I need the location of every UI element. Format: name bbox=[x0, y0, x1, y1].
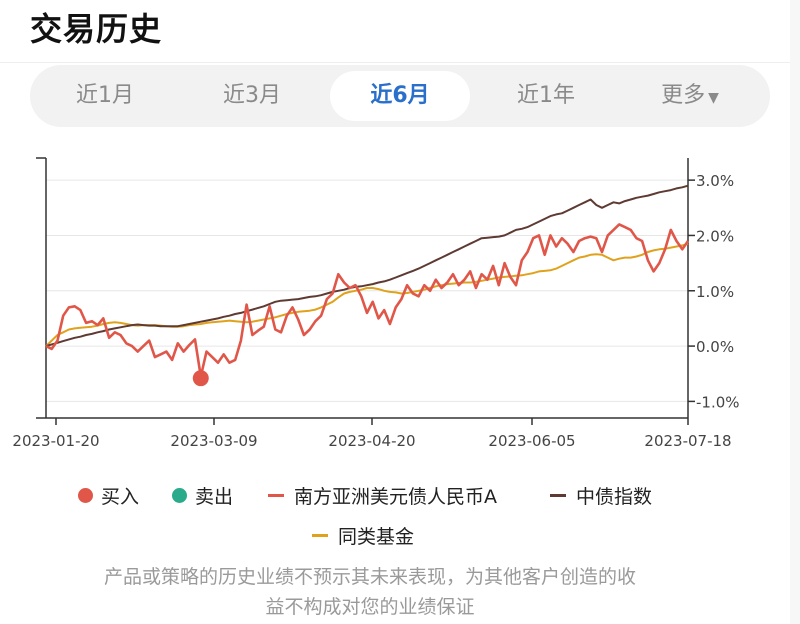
peer-series-line bbox=[45, 242, 689, 347]
y-tick-label: 3.0% bbox=[696, 172, 734, 190]
legend-sell: 卖出 bbox=[172, 482, 233, 509]
tab-1-year[interactable]: 近1年 bbox=[517, 83, 575, 108]
legend-sell-label: 卖出 bbox=[195, 486, 234, 508]
x-tick-label: 2023-04-20 bbox=[328, 432, 415, 450]
legend-fund-label: 南方亚洲美元债人民币A bbox=[294, 486, 497, 508]
legend-index-label: 中债指数 bbox=[576, 486, 653, 508]
legend-buy: 买入 bbox=[78, 482, 139, 509]
peer-line-icon bbox=[312, 534, 328, 537]
y-tick-label: -1.0% bbox=[696, 393, 740, 411]
scroll-edge bbox=[790, 0, 800, 624]
disclaimer: 产品或策略的历史业绩不预示其未来表现，为其他客户创造的收 益不构成对您的业绩保证 bbox=[40, 562, 700, 622]
index-line-icon bbox=[550, 494, 566, 497]
performance-chart: 3.0% 2.0% 1.0% 0.0% -1.0% 2023-01-20 2023-03-0… bbox=[0, 140, 800, 470]
legend-index: 中债指数 bbox=[550, 482, 652, 509]
caret-down-icon: ▼ bbox=[708, 90, 719, 106]
x-tick-label: 2023-07-18 bbox=[644, 432, 731, 450]
buy-dot-icon bbox=[78, 488, 93, 503]
x-tick-label: 2023-06-05 bbox=[488, 432, 575, 450]
header-divider bbox=[0, 62, 800, 63]
tab-more-label: 更多 bbox=[661, 83, 706, 108]
sell-dot-icon bbox=[172, 488, 187, 503]
y-tick-label: 1.0% bbox=[696, 283, 734, 301]
fund-line-icon bbox=[268, 494, 284, 497]
tab-1-month[interactable]: 近1月 bbox=[76, 83, 134, 108]
page-title: 交易历史 bbox=[30, 10, 163, 48]
tab-more[interactable]: 更多 ▼ bbox=[630, 71, 750, 121]
disclaimer-line-1: 产品或策略的历史业绩不预示其未来表现，为其他客户创造的收 bbox=[103, 566, 636, 588]
buy-marker bbox=[192, 370, 209, 387]
legend-buy-label: 买入 bbox=[101, 486, 140, 508]
fund-series-line bbox=[45, 223, 690, 378]
chart-svg: 3.0% 2.0% 1.0% 0.0% -1.0% 2023-01-20 2023-03-0… bbox=[12, 157, 740, 450]
legend-peer-label: 同类基金 bbox=[338, 526, 415, 548]
x-tick-label: 2023-01-20 bbox=[12, 432, 99, 450]
legend-peer: 同类基金 bbox=[312, 522, 414, 549]
index-series-line bbox=[45, 184, 689, 348]
y-tick-label: 2.0% bbox=[696, 227, 734, 245]
legend-fund: 南方亚洲美元债人民币A bbox=[268, 482, 497, 509]
tab-6-month[interactable]: 近6月 bbox=[330, 71, 470, 121]
period-tabbar: 近1月 近3月 近6月 近1年 更多 ▼ bbox=[30, 65, 770, 127]
x-tick-label: 2023-03-09 bbox=[170, 432, 257, 450]
y-tick-label: 0.0% bbox=[696, 338, 734, 356]
disclaimer-line-2: 益不构成对您的业绩保证 bbox=[265, 596, 475, 618]
tab-3-month[interactable]: 近3月 bbox=[223, 83, 281, 108]
